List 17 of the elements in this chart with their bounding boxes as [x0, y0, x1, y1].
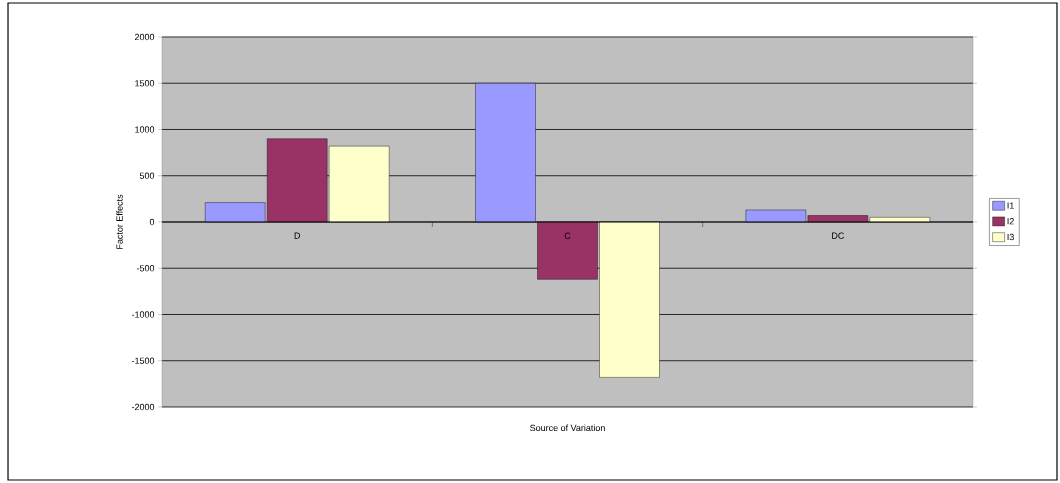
- y-tick-label: -2000: [131, 403, 155, 411]
- x-tick-label: DC: [832, 232, 844, 239]
- legend-label: I3: [1007, 233, 1014, 241]
- y-axis-title: Factor Effects: [116, 194, 123, 249]
- y-tick-label: 1000: [135, 126, 155, 133]
- y-tick-label: -1500: [131, 357, 155, 364]
- y-tick-label: 1500: [135, 80, 155, 87]
- y-tick-label: 500: [139, 172, 155, 179]
- x-tick-label: D: [294, 232, 300, 239]
- y-tick-label: -500: [136, 265, 155, 272]
- y-tick-label: -1000: [131, 311, 155, 318]
- legend-label: I2: [1007, 218, 1014, 225]
- legend-label: I1: [1007, 202, 1014, 209]
- y-tick-label: 2000: [135, 33, 155, 41]
- x-tick-label: C: [564, 232, 571, 239]
- y-tick-label: 0: [149, 218, 155, 226]
- x-axis-title: Source of Variation: [530, 424, 605, 432]
